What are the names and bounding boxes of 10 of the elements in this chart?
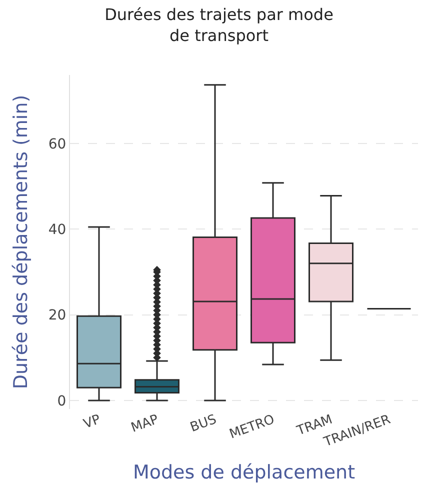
- x-tick-label: VP: [82, 412, 103, 432]
- y-tick-label: 20: [48, 308, 66, 324]
- y-axis-title: Durée des déplacements (min): [10, 94, 32, 390]
- x-tick-label: MAP: [129, 412, 161, 436]
- x-tick-label: BUS: [188, 412, 219, 436]
- y-tick-label: 40: [48, 222, 66, 238]
- chart-title: Durées des trajets par mode de transport: [104, 5, 334, 45]
- y-tick-label: 0: [57, 393, 66, 410]
- x-axis-title: Modes de déplacement: [132, 461, 356, 484]
- y-tick-label: 60: [48, 136, 66, 152]
